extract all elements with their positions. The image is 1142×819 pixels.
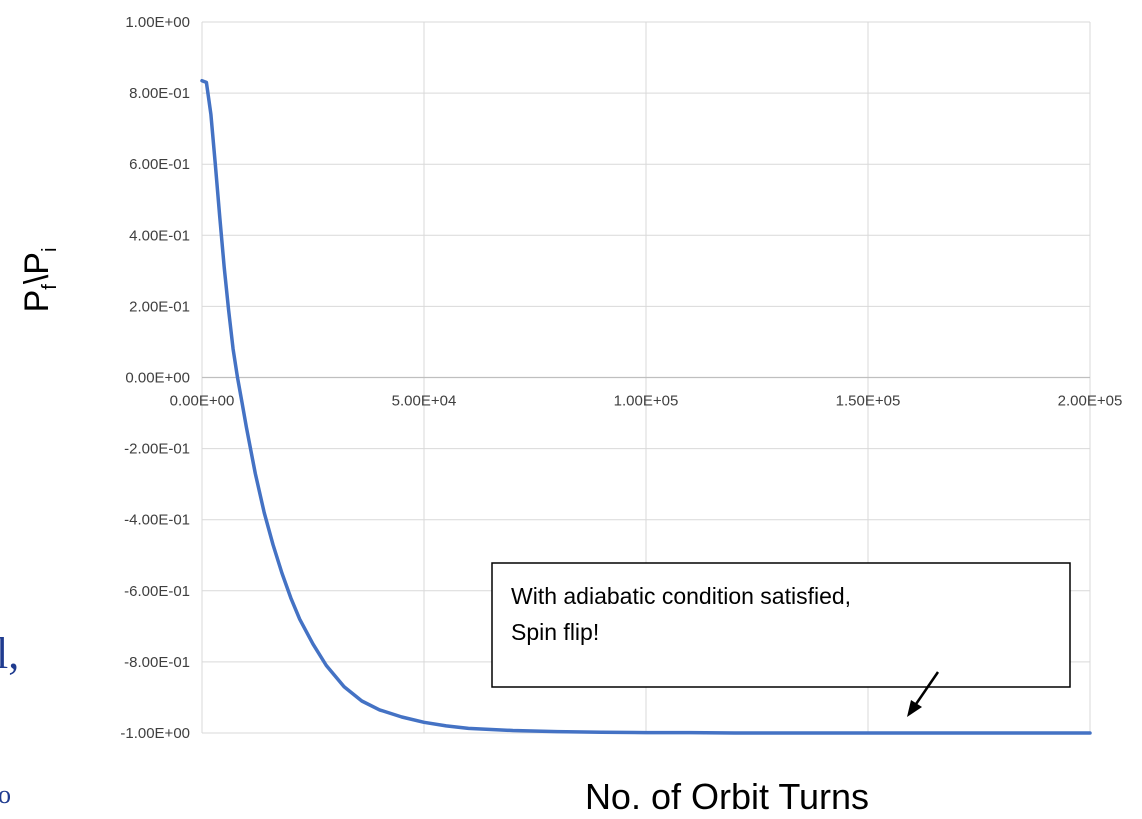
edge-fragment-top: l,	[0, 629, 19, 678]
series-layer	[200, 78, 1092, 735]
y-tick-label: -8.00E-01	[124, 654, 190, 671]
annotation-arrow-shaft	[912, 671, 940, 708]
y-axis-title-base2: P	[18, 252, 56, 275]
y-tick-label: 1.00E+00	[125, 14, 190, 31]
annotation-box	[491, 562, 1071, 688]
y-tick-label: -4.00E-01	[124, 512, 190, 529]
y-axis-title-base1: P	[18, 290, 56, 313]
y-tick-label: -1.00E+00	[120, 725, 190, 742]
annotation: With adiabatic condition satisfied, Spin…	[491, 562, 1071, 688]
y-axis-title-sep: \	[18, 274, 56, 284]
x-tick-label: 2.00E+05	[1058, 393, 1123, 410]
annotation-line-2: Spin flip!	[511, 619, 599, 645]
y-tick-labels: 1.00E+00 8.00E-01 6.00E-01 4.00E-01 2.00E-01…	[120, 14, 190, 742]
y-axis-title-sub2: i	[39, 248, 61, 252]
y-axis-title: Pf\Pi	[18, 248, 61, 313]
edge-fragment-bottom: o	[0, 780, 11, 809]
x-axis-title: No. of Orbit Turns	[585, 776, 869, 817]
y-tick-label: -2.00E-01	[124, 441, 190, 458]
y-tick-label: 2.00E-01	[129, 298, 190, 315]
y-axis-title-sub1: f	[39, 284, 61, 290]
y-tick-label: 6.00E-01	[129, 156, 190, 173]
annotation-arrow	[907, 671, 940, 717]
x-tick-label: 5.00E+04	[392, 393, 457, 410]
x-tick-label: 1.00E+05	[614, 393, 679, 410]
y-tick-label: 8.00E-01	[129, 85, 190, 102]
x-tick-label: 0.00E+00	[170, 393, 235, 410]
y-tick-label: -6.00E-01	[124, 583, 190, 600]
series-line	[200, 78, 1092, 735]
x-tick-labels: 0.00E+00 5.00E+04 1.00E+05 1.50E+05 2.00E+05	[170, 393, 1123, 410]
y-tick-label: 4.00E-01	[129, 227, 190, 244]
y-tick-label: 0.00E+00	[125, 370, 190, 387]
annotation-arrow-head	[907, 700, 922, 717]
annotation-line-1: With adiabatic condition satisfied,	[511, 583, 851, 609]
x-tick-label: 1.50E+05	[836, 393, 901, 410]
